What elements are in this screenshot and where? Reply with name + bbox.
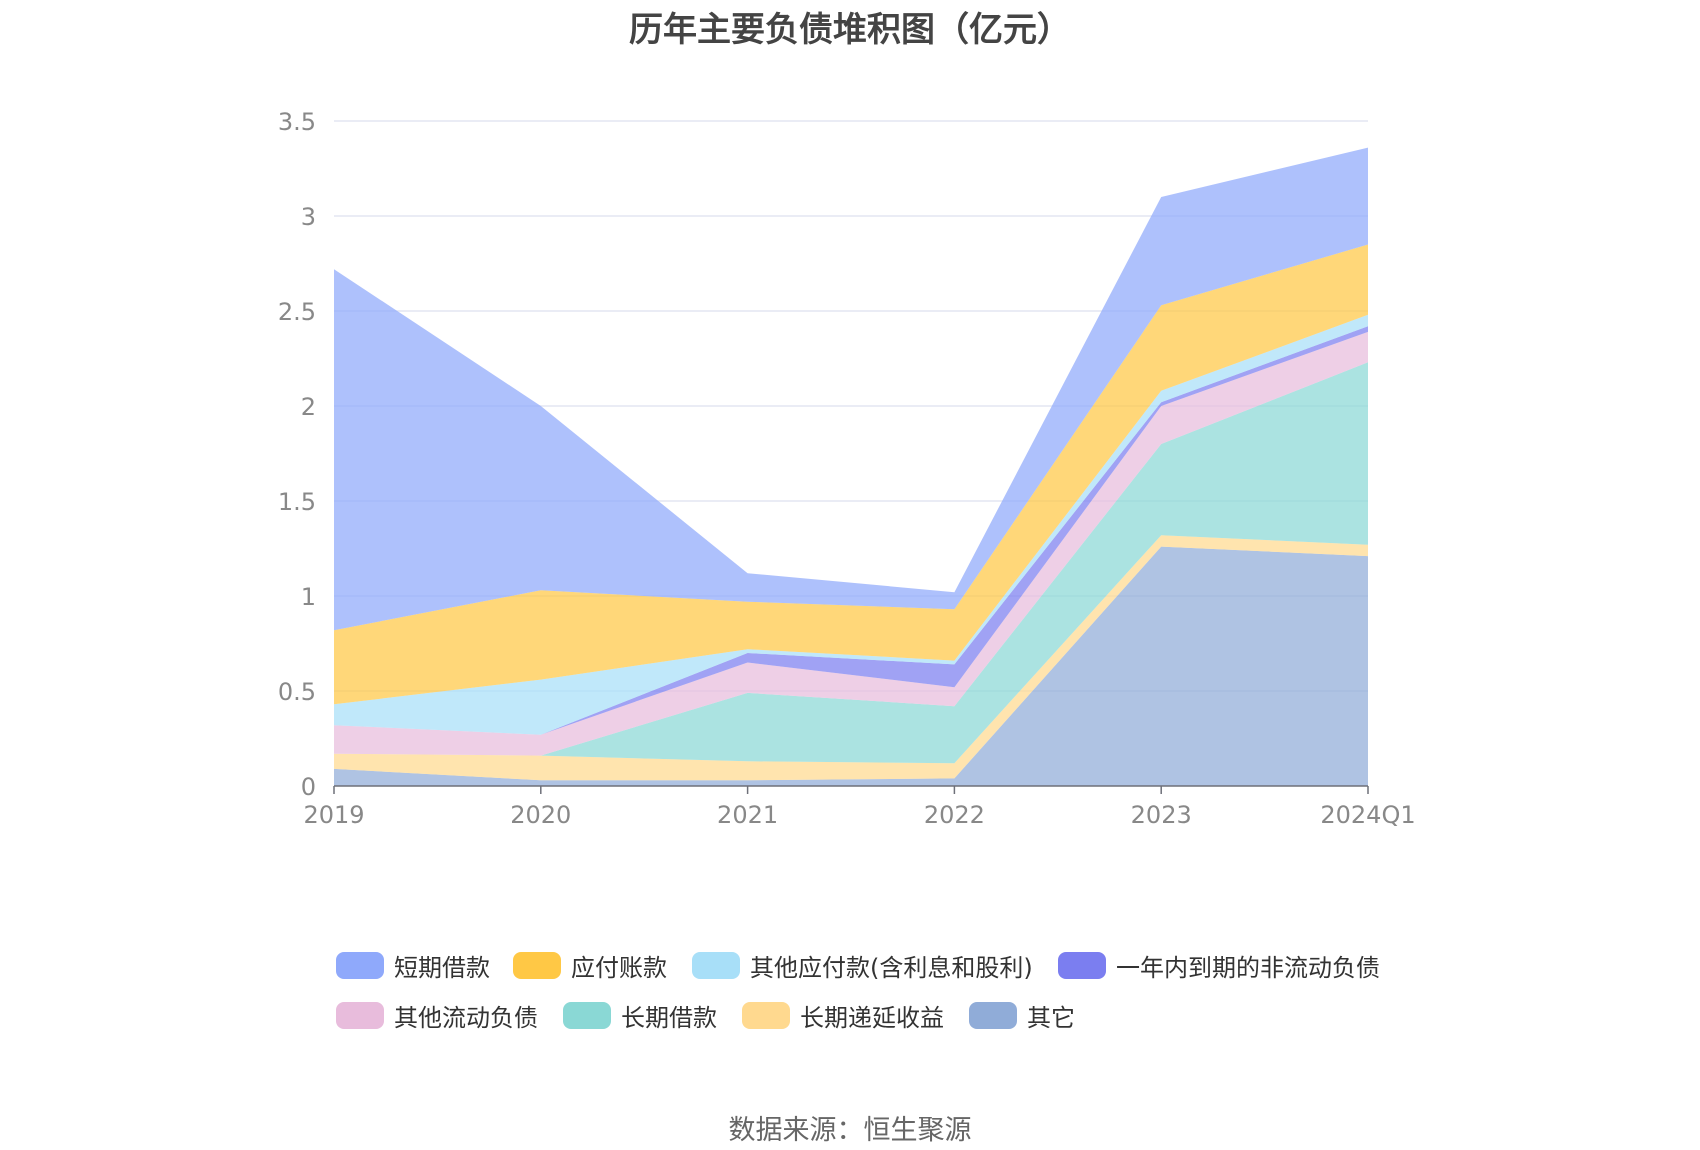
legend-label: 长期借款 (621, 1003, 717, 1032)
y-tick-label: 2 (301, 393, 316, 421)
data-source: 数据来源：恒生聚源 (728, 1115, 972, 1146)
legend-swatch (513, 951, 561, 979)
area-短期借款 (334, 147, 1368, 631)
legend-swatch (969, 1001, 1017, 1029)
legend-label: 长期递延收益 (800, 1003, 944, 1032)
area-一年内到期的非流动负债 (334, 326, 1368, 735)
legend-swatch (692, 951, 740, 979)
x-tick-label: 2019 (303, 801, 364, 829)
y-tick-label: 1 (301, 583, 316, 611)
legend-label: 其他流动负债 (394, 1003, 538, 1032)
area-series (334, 147, 1368, 786)
x-tick-label: 2022 (924, 801, 985, 829)
legend-label: 短期借款 (394, 953, 490, 982)
x-tick-label: 2023 (1131, 801, 1192, 829)
area-长期递延收益 (334, 535, 1368, 781)
y-tick-label: 3 (301, 203, 316, 231)
legend-item-accounts-payable[interactable]: 应付账款 (513, 950, 667, 982)
x-tick-label: 2020 (510, 801, 571, 829)
y-tick-label: 2.5 (278, 298, 316, 326)
legend-item-other-payables[interactable]: 其他应付款(含利息和股利) (692, 950, 1033, 982)
stacked-area-chart: 0 0.5 1 1.5 2 2.5 3 3.5 2019 2020 2021 2022 2023 2024… (278, 108, 1416, 829)
legend-swatch (742, 1001, 790, 1029)
area-应付账款 (334, 244, 1368, 705)
area-其他流动负债 (334, 331, 1368, 756)
legend-label: 应付账款 (571, 953, 667, 982)
y-tick-label: 0 (301, 773, 316, 801)
legend-label: 其它 (1027, 1003, 1075, 1032)
axes: 0 0.5 1 1.5 2 2.5 3 3.5 2019 2020 2021 2022 2023 2024… (278, 108, 1416, 829)
legend-label: 一年内到期的非流动负债 (1116, 953, 1380, 982)
y-tick-label: 0.5 (278, 678, 316, 706)
y-tick-label: 1.5 (278, 488, 316, 516)
legend-label: 其他应付款(含利息和股利) (750, 953, 1033, 982)
legend-item-other[interactable]: 其它 (969, 1000, 1075, 1032)
x-tick-label: 2021 (717, 801, 778, 829)
legend-item-short-term-loans[interactable]: 短期借款 (336, 950, 490, 982)
area-其它 (334, 546, 1368, 786)
legend-item-other-current-liabilities[interactable]: 其他流动负债 (336, 1000, 538, 1032)
legend-item-long-term-loans[interactable]: 长期借款 (563, 1000, 717, 1032)
x-tick-label: 2024Q1 (1320, 801, 1415, 829)
legend-swatch (1058, 951, 1106, 979)
legend-item-current-noncurrent-liabilities[interactable]: 一年内到期的非流动负债 (1058, 950, 1380, 982)
y-tick-label: 3.5 (278, 108, 316, 136)
legend-swatch (336, 1001, 384, 1029)
legend-swatch (563, 1001, 611, 1029)
legend-item-deferred-income[interactable]: 长期递延收益 (742, 1000, 944, 1032)
legend-swatch (336, 951, 384, 979)
area-其他应付款(含利息和股利) (334, 314, 1368, 735)
chart-title: 历年主要负债堆积图（亿元） (629, 10, 1071, 50)
